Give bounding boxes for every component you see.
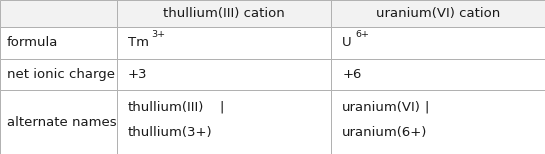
Bar (331, 0, 545, 27)
Text: formula: formula (7, 36, 58, 49)
Text: thullium(III): thullium(III) (128, 101, 204, 114)
Text: uranium(6+): uranium(6+) (342, 126, 428, 139)
Bar (0, 59, 117, 90)
Text: Tm: Tm (128, 36, 149, 49)
Bar (117, 59, 331, 90)
Text: alternate names: alternate names (7, 116, 116, 129)
Bar (331, 90, 545, 154)
Bar (331, 27, 545, 59)
Text: +6: +6 (342, 68, 362, 81)
Bar (0, 27, 117, 59)
Text: net ionic charge: net ionic charge (7, 68, 114, 81)
Bar (117, 27, 331, 59)
Text: thullium(3+): thullium(3+) (128, 126, 213, 139)
Text: 6+: 6+ (355, 30, 370, 39)
Bar (117, 90, 331, 154)
Text: uranium(VI): uranium(VI) (342, 101, 421, 114)
Text: |: | (220, 101, 224, 114)
Text: |: | (424, 101, 428, 114)
Text: +3: +3 (128, 68, 148, 81)
Text: U: U (342, 36, 352, 49)
Bar (0, 0, 117, 27)
Text: 3+: 3+ (151, 30, 165, 39)
Text: thullium(III) cation: thullium(III) cation (164, 7, 285, 20)
Text: uranium(VI) cation: uranium(VI) cation (376, 7, 500, 20)
Bar (331, 59, 545, 90)
Bar (0, 90, 117, 154)
Bar (117, 0, 331, 27)
